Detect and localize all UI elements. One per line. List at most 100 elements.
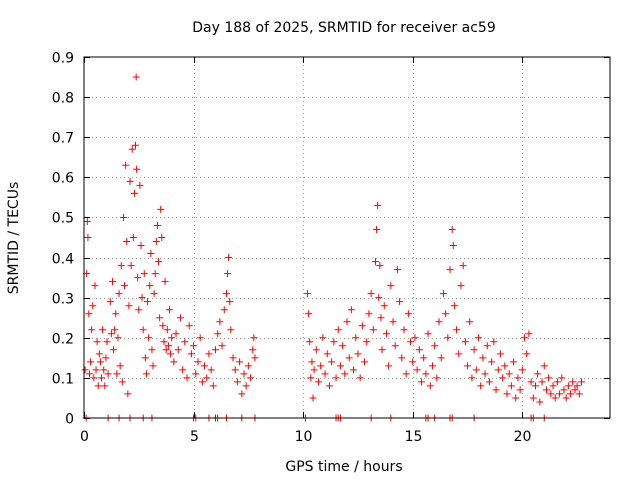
data-point (411, 334, 419, 342)
data-point (124, 390, 132, 398)
data-point (110, 346, 118, 354)
data-point (373, 225, 381, 233)
data-point (207, 366, 215, 374)
data-point (134, 274, 142, 282)
data-point (160, 338, 168, 346)
data-point (183, 374, 191, 382)
data-point (179, 366, 187, 374)
x-tick-label: 20 (514, 429, 532, 445)
data-point (496, 350, 504, 358)
y-tick-label: 0 (65, 412, 74, 428)
data-point (312, 346, 320, 354)
data-point (573, 382, 581, 390)
x-axis-label: GPS time / hours (285, 459, 402, 475)
data-point (161, 278, 169, 286)
data-point (132, 141, 140, 149)
data-point (144, 298, 152, 306)
data-point (556, 390, 564, 398)
data-point (130, 189, 138, 197)
data-point (466, 318, 474, 326)
data-point (113, 370, 121, 378)
data-point (321, 370, 329, 378)
data-point (153, 221, 161, 229)
data-point (356, 374, 364, 382)
data-point (380, 302, 388, 310)
data-point (99, 326, 107, 334)
data-point (106, 298, 114, 306)
y-tick-label: 0.5 (52, 211, 74, 227)
data-point (459, 262, 467, 270)
data-point (345, 354, 353, 362)
data-point (512, 394, 520, 402)
data-point (457, 282, 465, 290)
data-point (341, 370, 349, 378)
data-point (420, 354, 428, 362)
data-point (242, 382, 250, 390)
data-point (108, 278, 116, 286)
data-point (229, 354, 237, 362)
x-tick-label: 5 (190, 429, 199, 445)
data-point (426, 382, 434, 390)
data-point (330, 338, 338, 346)
data-point (162, 346, 170, 354)
data-point (152, 238, 160, 246)
data-point (470, 346, 478, 354)
data-point (185, 322, 193, 330)
y-tick-label: 0.3 (52, 292, 74, 308)
data-point (159, 322, 167, 330)
data-point (119, 213, 127, 221)
data-point (94, 382, 102, 390)
data-point (365, 310, 373, 318)
data-point (135, 306, 143, 314)
data-point (165, 306, 173, 314)
data-point (224, 270, 232, 278)
y-tick-label: 0.4 (52, 252, 74, 268)
y-tick-label: 0.6 (52, 171, 74, 187)
data-point (402, 370, 410, 378)
data-point (148, 346, 156, 354)
data-point (225, 254, 233, 262)
data-point (453, 326, 461, 334)
data-point (490, 338, 498, 346)
data-point (505, 370, 513, 378)
data-point (112, 310, 120, 318)
data-point (433, 374, 441, 382)
data-point (385, 362, 393, 370)
data-point (190, 342, 198, 350)
data-point (222, 290, 230, 298)
data-point (538, 378, 546, 386)
data-point (83, 217, 91, 225)
data-point (87, 358, 95, 366)
data-point (435, 318, 443, 326)
data-point (375, 294, 383, 302)
data-point (227, 326, 235, 334)
data-point (393, 266, 401, 274)
data-point (363, 338, 371, 346)
data-point (101, 382, 109, 390)
y-tick-label: 0.8 (52, 91, 74, 107)
data-point (448, 225, 456, 233)
data-point (424, 330, 432, 338)
data-point (545, 374, 553, 382)
data-point (133, 165, 141, 173)
data-point (247, 374, 255, 382)
data-point (328, 358, 336, 366)
data-point (560, 386, 568, 394)
data-point (212, 346, 219, 354)
data-point (220, 306, 228, 314)
data-point (477, 382, 485, 390)
data-point (374, 201, 382, 209)
data-point (521, 334, 529, 342)
data-point (170, 358, 178, 366)
data-point (534, 370, 542, 378)
data-point (523, 350, 531, 358)
data-point (455, 350, 463, 358)
data-point (446, 266, 454, 274)
y-tick-label: 0.9 (52, 51, 74, 67)
data-point (150, 290, 158, 298)
data-point (244, 362, 252, 370)
data-point (503, 390, 511, 398)
data-point (172, 330, 180, 338)
data-point (501, 362, 509, 370)
